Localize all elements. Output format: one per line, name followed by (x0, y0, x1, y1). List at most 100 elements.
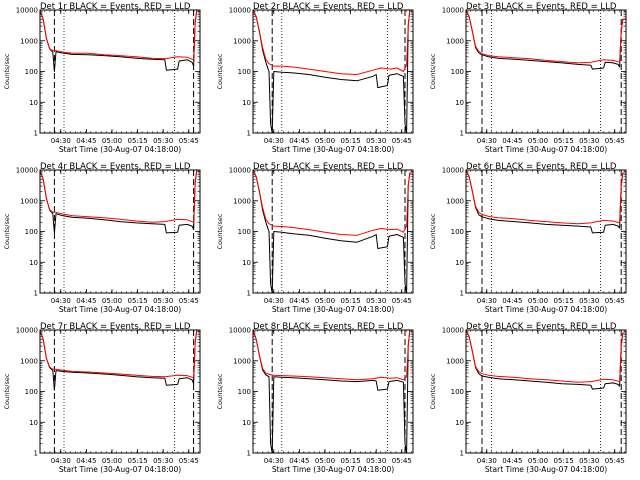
x-tick-label: 04:45 (76, 457, 96, 465)
y-tick-label: 1 (460, 290, 464, 298)
x-tick-label: 05:45 (605, 137, 625, 145)
y-axis-label: Counts/sec (3, 373, 11, 409)
series-line-lld (39, 9, 200, 61)
chart-title: Det 8r BLACK = Events, RED = LLD (253, 322, 404, 332)
x-tick-label: 05:00 (315, 297, 335, 305)
plot-frame (465, 329, 627, 454)
series-line-events (465, 9, 626, 70)
x-tick-label: 05:45 (392, 137, 412, 145)
series-line-lld (465, 329, 626, 383)
chart-panel-4: Det 4r BLACK = Events, RED = LLD Counts/s… (3, 162, 201, 314)
x-tick-label: 05:45 (392, 457, 412, 465)
series-line-events (465, 169, 626, 234)
y-tick-label: 1000 (233, 37, 251, 45)
x-tick-label: 04:45 (502, 297, 522, 305)
x-tick-label: 05:00 (102, 297, 122, 305)
series-line-lld (252, 9, 413, 75)
x-tick-label: 05:15 (128, 457, 148, 465)
x-axis-label: Start Time (30-Aug-07 04:18:00) (272, 145, 394, 154)
y-tick-label: 100 (25, 388, 38, 396)
chart-panel-5: Det 5r BLACK = Events, RED = LLD Counts/s… (216, 162, 414, 314)
y-axis-label: Counts/sec (216, 373, 224, 409)
x-tick-label: 04:45 (289, 297, 309, 305)
y-tick-label: 1 (247, 450, 251, 458)
x-tick-label: 05:30 (153, 137, 173, 145)
y-tick-label: 1 (460, 450, 464, 458)
x-tick-label: 05:00 (315, 457, 335, 465)
y-tick-label: 10000 (16, 7, 38, 15)
y-axis-label: Counts/sec (216, 53, 224, 89)
plot-frame (252, 169, 414, 294)
series-line-events (39, 9, 200, 72)
x-tick-label: 05:45 (179, 457, 199, 465)
x-tick-label: 04:45 (289, 457, 309, 465)
y-tick-label: 10 (242, 419, 251, 427)
y-tick-label: 10000 (229, 327, 251, 335)
y-axis-label: Counts/sec (429, 213, 437, 249)
x-tick-label: 05:00 (528, 137, 548, 145)
y-tick-label: 100 (451, 68, 464, 76)
y-tick-label: 100 (238, 388, 251, 396)
y-tick-label: 10 (29, 259, 38, 267)
y-tick-label: 1 (34, 290, 38, 298)
y-tick-label: 100 (451, 228, 464, 236)
x-tick-label: 05:30 (366, 297, 386, 305)
series-line-events (252, 9, 413, 134)
x-tick-label: 05:45 (605, 457, 625, 465)
x-tick-label: 05:30 (153, 457, 173, 465)
y-tick-label: 1 (34, 450, 38, 458)
x-tick-label: 05:30 (579, 137, 599, 145)
x-tick-label: 04:45 (76, 137, 96, 145)
plot-frame (39, 169, 201, 294)
x-tick-label: 05:30 (579, 457, 599, 465)
x-tick-label: 04:45 (76, 297, 96, 305)
x-tick-label: 05:00 (315, 137, 335, 145)
x-tick-label: 04:30 (51, 297, 71, 305)
y-tick-label: 1000 (20, 37, 38, 45)
chart-panel-9: Det 9r BLACK = Events, RED = LLD Counts/s… (429, 322, 627, 474)
series-line-events (252, 169, 413, 294)
y-axis-label: Counts/sec (3, 53, 11, 89)
y-axis-label: Counts/sec (429, 53, 437, 89)
series-line-lld (465, 169, 626, 225)
series-line-events (39, 169, 200, 234)
y-tick-label: 1000 (233, 357, 251, 365)
y-tick-label: 100 (25, 68, 38, 76)
x-tick-label: 05:45 (605, 297, 625, 305)
x-tick-label: 05:00 (102, 457, 122, 465)
x-tick-label: 04:30 (477, 137, 497, 145)
y-tick-label: 1000 (20, 197, 38, 205)
chart-panel-3: Det 3r BLACK = Events, RED = LLD Counts/s… (429, 2, 627, 154)
x-tick-label: 05:00 (102, 137, 122, 145)
x-tick-label: 05:30 (579, 297, 599, 305)
chart-panel-7: Det 7r BLACK = Events, RED = LLD Counts/s… (3, 322, 201, 474)
x-axis-label: Start Time (30-Aug-07 04:18:00) (485, 305, 607, 314)
plot-frame (39, 9, 201, 134)
y-tick-label: 10000 (442, 327, 464, 335)
y-tick-label: 1000 (446, 197, 464, 205)
y-tick-label: 100 (238, 228, 251, 236)
y-tick-label: 1 (460, 130, 464, 138)
y-tick-label: 10 (455, 99, 464, 107)
series-line-lld (252, 169, 413, 236)
series-line-events (39, 329, 200, 391)
plot-frame (39, 329, 201, 454)
y-tick-label: 1 (34, 130, 38, 138)
x-tick-label: 04:30 (264, 137, 284, 145)
y-tick-label: 1000 (20, 357, 38, 365)
y-tick-label: 10 (242, 259, 251, 267)
chart-title: Det 6r BLACK = Events, RED = LLD (466, 162, 617, 172)
y-tick-label: 100 (25, 228, 38, 236)
x-tick-label: 05:45 (179, 297, 199, 305)
series-line-events (252, 329, 413, 454)
plot-frame (465, 9, 627, 134)
y-tick-label: 10000 (16, 167, 38, 175)
series-line-lld (465, 9, 626, 64)
y-tick-label: 10 (455, 259, 464, 267)
x-tick-label: 05:15 (341, 137, 361, 145)
x-tick-label: 04:45 (502, 137, 522, 145)
y-axis-label: Counts/sec (429, 373, 437, 409)
x-tick-label: 05:00 (528, 297, 548, 305)
y-tick-label: 1000 (233, 197, 251, 205)
